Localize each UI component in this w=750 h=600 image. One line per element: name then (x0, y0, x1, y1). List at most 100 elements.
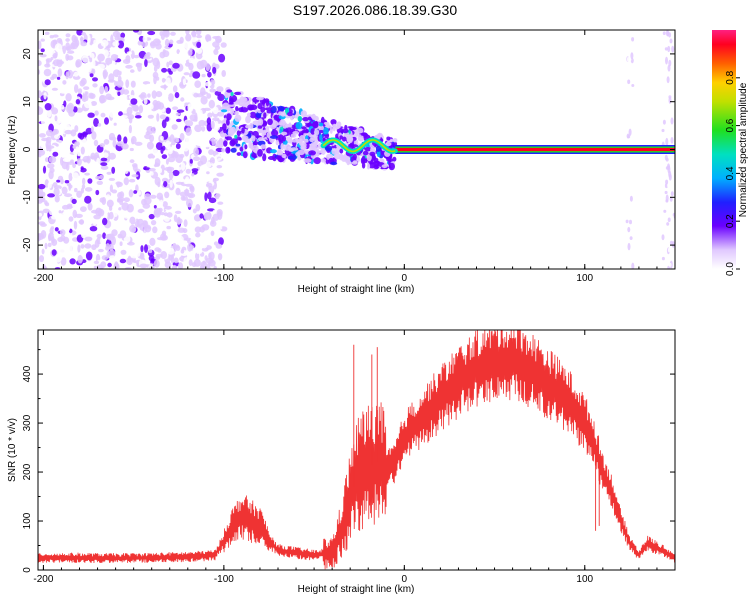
spectrogram-xtick-label: 0 (402, 273, 408, 284)
spectrogram-blob (295, 121, 303, 130)
spectrogram-blob (109, 243, 114, 251)
spectrogram-blob (71, 34, 77, 43)
spectrogram-blob (120, 115, 128, 119)
spectrogram-blob (156, 113, 160, 122)
spectrogram-blob (154, 102, 160, 111)
spectrogram-blob (625, 259, 629, 265)
snr-panel: -200 -100 0 100 0 100 200 300 400 Height of stra… (7, 329, 676, 595)
spectrogram-blob (75, 146, 79, 152)
spectrogram-blob (149, 237, 156, 246)
spectrogram-blob (184, 94, 191, 103)
spectrogram-blob (91, 209, 99, 214)
spectrogram-blob (334, 150, 340, 154)
spectrogram-blob (261, 131, 265, 138)
spectrogram-blob (105, 243, 110, 249)
spectrogram-blob (60, 235, 66, 242)
spectrogram-blob (47, 193, 56, 198)
spectrogram-blob (235, 106, 239, 112)
spectrogram-blob (264, 107, 273, 111)
spectrogram-blob (369, 151, 376, 157)
spectrogram-blob (159, 114, 167, 120)
spectrogram-blob (85, 251, 93, 261)
spectrogram-blob (138, 105, 144, 114)
spectrogram-blob (217, 226, 223, 230)
spectrogram-blob (669, 240, 673, 245)
spectrogram-blob (205, 182, 213, 188)
spectrogram-blob (319, 134, 323, 141)
spectrogram-blob (234, 91, 242, 96)
spectrogram-blob (67, 102, 75, 112)
spectrogram-blob (249, 111, 257, 119)
spectrogram-blob (128, 178, 136, 183)
spectrogram-blob (310, 141, 318, 147)
spectrogram-blob (44, 31, 50, 35)
spectrogram-blob (127, 222, 132, 226)
spectrogram-blob (317, 130, 325, 134)
spectrogram-blob (245, 115, 251, 124)
spectrogram-blob (47, 181, 52, 189)
spectrogram-blob (53, 233, 61, 238)
spectrogram-blob (63, 100, 67, 108)
spectrogram-blob (111, 166, 116, 174)
spectrogram-blob (628, 58, 632, 61)
spectrogram-blob (238, 137, 242, 141)
spectrogram-blob (325, 121, 330, 128)
spectrogram-blob (670, 191, 674, 197)
spectrogram-blob (166, 225, 171, 230)
spectrogram-blob (275, 139, 279, 146)
spectrogram-blob (107, 262, 112, 268)
spectrogram-blob (199, 164, 207, 172)
spectrogram-blob (130, 50, 135, 60)
spectrogram-blob (165, 77, 171, 86)
spectrogram-blob (204, 187, 209, 194)
spectrogram-blob (175, 99, 182, 108)
spectrogram-blob (226, 113, 232, 121)
spectrogram-blob (628, 128, 632, 136)
spectrogram-blob (672, 232, 675, 237)
spectrogram-ytick-label: -10 (22, 190, 33, 205)
spectrogram-blob (228, 101, 234, 105)
spectrogram-blob (154, 256, 161, 260)
spectrogram-blob (114, 80, 118, 87)
spectrogram-blob (92, 83, 98, 88)
spectrogram-blob (113, 122, 117, 126)
spectrogram-blob (94, 110, 99, 116)
spectrogram-blob (73, 220, 78, 230)
spectrogram-blob (93, 214, 101, 220)
spectrogram-blob (48, 234, 52, 242)
spectrogram-blob (149, 194, 157, 199)
spectrogram-blob (194, 124, 203, 133)
spectrogram-blob (59, 87, 67, 94)
spectrogram-blob (229, 126, 237, 134)
spectrogram-blob (146, 103, 154, 110)
spectrogram-blob (119, 199, 124, 206)
spectrogram-blob (56, 179, 61, 183)
spectrogram-blob (356, 130, 359, 137)
spectrogram-blob (146, 141, 154, 150)
spectrogram-blob (300, 145, 307, 150)
spectrogram-blob (143, 97, 148, 105)
spectrogram-blob (195, 101, 200, 106)
spectrogram-blob (46, 263, 52, 269)
spectrogram-blob (265, 99, 270, 107)
spectrogram-blob (175, 187, 181, 196)
spectrogram-blob (170, 31, 176, 36)
spectrogram-blob (185, 33, 192, 42)
spectrogram-blob (157, 167, 163, 174)
spectrogram-blob (112, 41, 120, 47)
spectrogram-blob (56, 138, 60, 143)
spectrogram-blob (56, 76, 61, 80)
spectrogram-blob (217, 111, 225, 117)
spectrogram-blob (204, 81, 212, 87)
spectrogram-blob (75, 99, 81, 105)
spectrogram-blob (249, 104, 258, 111)
spectrogram-blob (201, 242, 208, 249)
spectrogram-blob (211, 136, 215, 146)
spectrogram-blob (242, 151, 248, 159)
spectrogram-blob (41, 197, 46, 203)
spectrogram-blob (226, 118, 230, 126)
spectrogram-blob (79, 80, 86, 87)
spectrogram-blob (120, 32, 126, 39)
spectrogram-blob (200, 95, 208, 105)
snr-marks (38, 330, 675, 570)
